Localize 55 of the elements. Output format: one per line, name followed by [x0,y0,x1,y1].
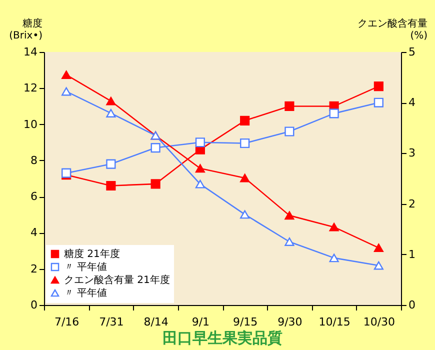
text: 田口早生果実品質 [162,329,282,347]
point [284,238,294,246]
x-tick-label: 9/1 [192,316,210,328]
point [284,126,294,136]
point [329,254,339,262]
y-tick-label: 10 [24,118,38,131]
x-tick-label: 7/31 [99,316,124,328]
point [284,211,294,220]
point [374,98,384,108]
point [240,138,250,148]
point [106,159,116,169]
y2-tick-label: 4 [408,96,416,110]
point [150,179,160,189]
x-tick-label: 10/15 [318,316,350,328]
legend-label: 〃 平年値 [64,287,108,299]
x-tick-label: 8/14 [144,316,168,328]
point [374,244,384,252]
point [62,70,72,79]
legend-label: 糖度 21年度 [64,248,120,260]
y2-tick-label: 1 [408,248,416,261]
point [240,116,250,126]
y-tick-label: 14 [24,46,38,58]
point [374,82,384,92]
point [329,222,339,232]
y-tick-label: 0 [30,298,38,312]
y-axis-title: 糖度 (Brix•) [9,18,43,42]
y2-tick-label: 3 [408,146,416,160]
point [195,138,205,148]
y2-axis-title: クエン酸含有量 (%) [358,18,428,42]
point [150,142,160,153]
legend-label: 〃 平年値 [64,261,108,273]
y2-tick-label: 0 [408,298,416,312]
x-tick-label: 9/30 [278,316,302,328]
point [195,180,205,188]
point [284,101,294,111]
point [106,109,116,118]
point [106,180,116,191]
point [240,210,250,219]
y2-tick-label: 5 [408,46,416,58]
point [374,261,384,270]
point [62,87,72,96]
x-tick-label: 10/30 [363,316,396,328]
y-tick-label: 8 [30,154,38,167]
point [106,96,116,106]
x-tick-label: 9/15 [232,316,258,328]
y-tick-label: 4 [30,226,38,240]
point [329,108,339,118]
x-tick-label: 7/16 [54,316,80,328]
point [240,174,250,182]
y-tick-label: 6 [30,190,38,204]
y2-tick-label: 2 [408,197,416,210]
y-tick-label: 12 [24,82,38,95]
legend-label: クエン酸含有量 21年度 [64,274,170,286]
point [195,164,205,173]
y-tick-label: 2 [30,262,38,276]
